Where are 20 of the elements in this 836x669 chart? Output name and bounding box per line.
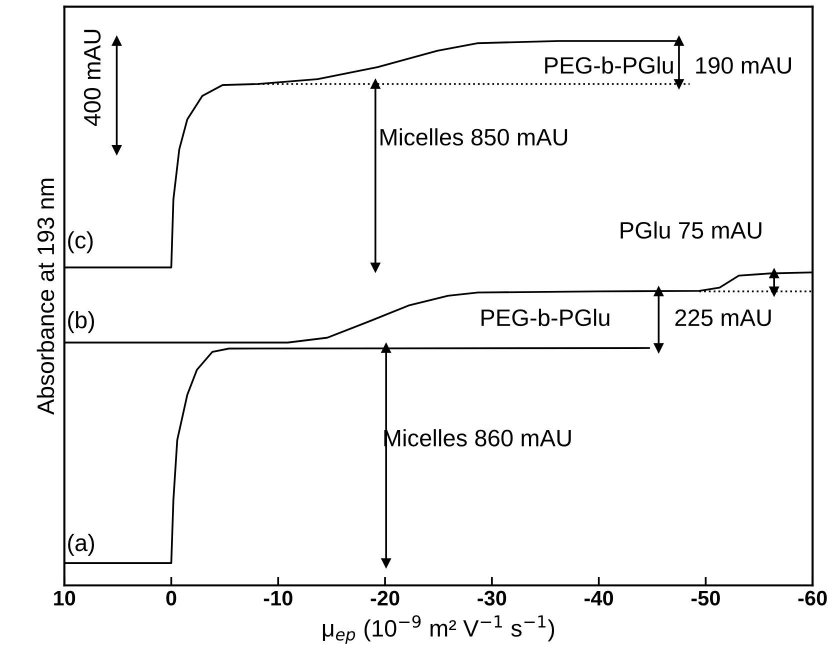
- x-tick-label: -50: [691, 590, 720, 606]
- annotation: (c): [68, 231, 93, 254]
- annotation: PEG-b-PGlu: [482, 308, 610, 326]
- y-axis-title: Absorbance at 193 nm: [36, 178, 54, 415]
- annotation: (b): [68, 311, 94, 334]
- text: μ$_{ep}$ (10$^{−9}$ m² V$^{−1}$ s$^{−1}$): [322, 615, 554, 644]
- x-tick-label: 0: [166, 590, 176, 606]
- x-tick-label: 10: [54, 590, 76, 606]
- annotation: (a): [68, 534, 94, 556]
- annotation: PGlu 75 mAU: [620, 221, 762, 239]
- annotation: 225 mAU: [675, 309, 771, 326]
- x-tick-label: -60: [798, 590, 827, 606]
- annotation: PEG-b-PGlu: [545, 56, 673, 74]
- x-tick-label: -20: [370, 590, 400, 606]
- annotation: 190 mAU: [696, 57, 791, 74]
- annotation: Micelles 850 mAU: [380, 128, 568, 146]
- x-tick-label: -10: [264, 590, 292, 606]
- x-tick-label: -30: [478, 590, 506, 606]
- x-tick-label: -40: [584, 590, 614, 606]
- annotation: 400 mAU: [84, 30, 101, 126]
